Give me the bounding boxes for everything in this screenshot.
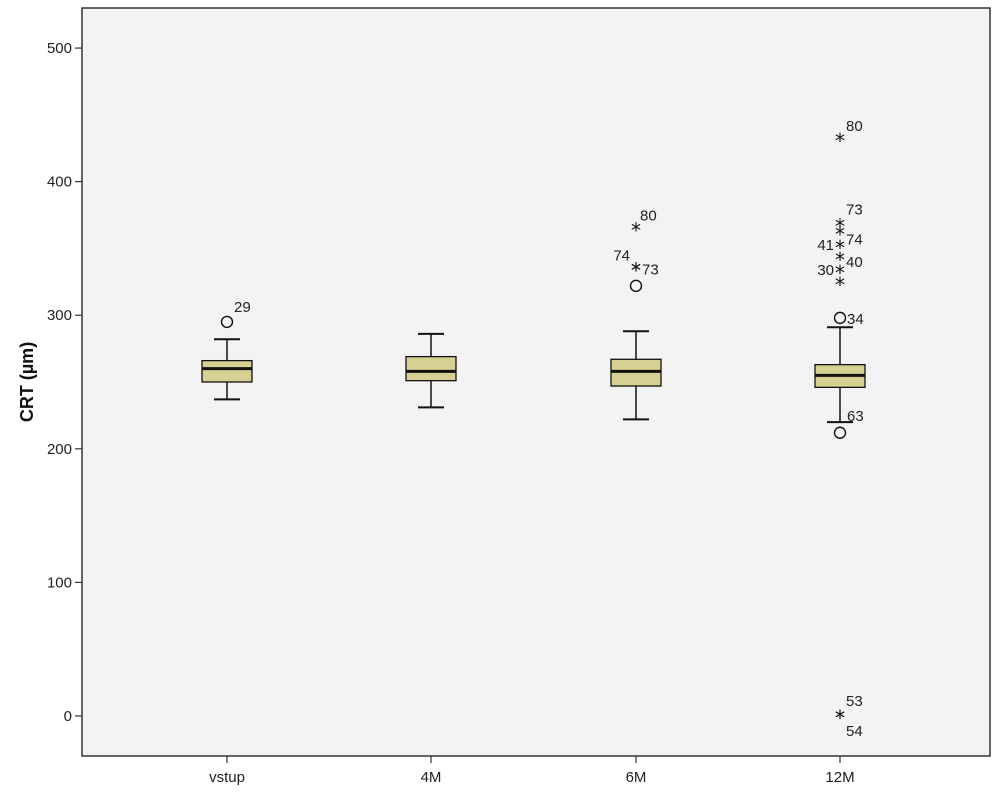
iqr-box	[202, 361, 252, 382]
outlier-label: 73	[642, 261, 659, 278]
outlier-star: *	[835, 273, 845, 297]
outlier-label: 41	[817, 237, 834, 254]
y-tick-label: 200	[47, 441, 72, 458]
y-axis-title: CRT (µm)	[17, 342, 37, 422]
y-axis: 0 100 200 300 400 500	[47, 40, 82, 725]
y-tick-label: 0	[64, 708, 72, 725]
y-tick-label: 100	[47, 574, 72, 591]
outlier-label: 34	[847, 311, 864, 328]
y-tick-label: 300	[47, 307, 72, 324]
outlier-label: 54	[846, 723, 863, 740]
outlier-label: 80	[640, 207, 657, 224]
outlier-label: 73	[846, 201, 863, 218]
x-tick-label: vstup	[209, 769, 245, 786]
y-tick-label: 500	[47, 40, 72, 57]
outlier-label: 29	[234, 299, 251, 316]
outlier-label: 30	[817, 262, 834, 279]
outlier-star: *	[835, 129, 845, 153]
outlier-label: 53	[846, 693, 863, 710]
iqr-box	[406, 357, 456, 381]
outlier-label: 63	[847, 408, 864, 425]
x-tick-label: 12M	[825, 769, 854, 786]
outlier-label: 74	[613, 247, 630, 264]
outlier-label: 74	[846, 231, 863, 248]
x-tick-label: 4M	[421, 769, 442, 786]
outlier-label: 80	[846, 118, 863, 135]
x-axis: vstup 4M 6M 12M	[209, 756, 855, 786]
outlier-label: 40	[846, 254, 863, 271]
y-tick-label: 400	[47, 174, 72, 191]
outlier-star: *	[631, 258, 641, 282]
outlier-star: *	[835, 706, 845, 730]
x-tick-label: 6M	[626, 769, 647, 786]
